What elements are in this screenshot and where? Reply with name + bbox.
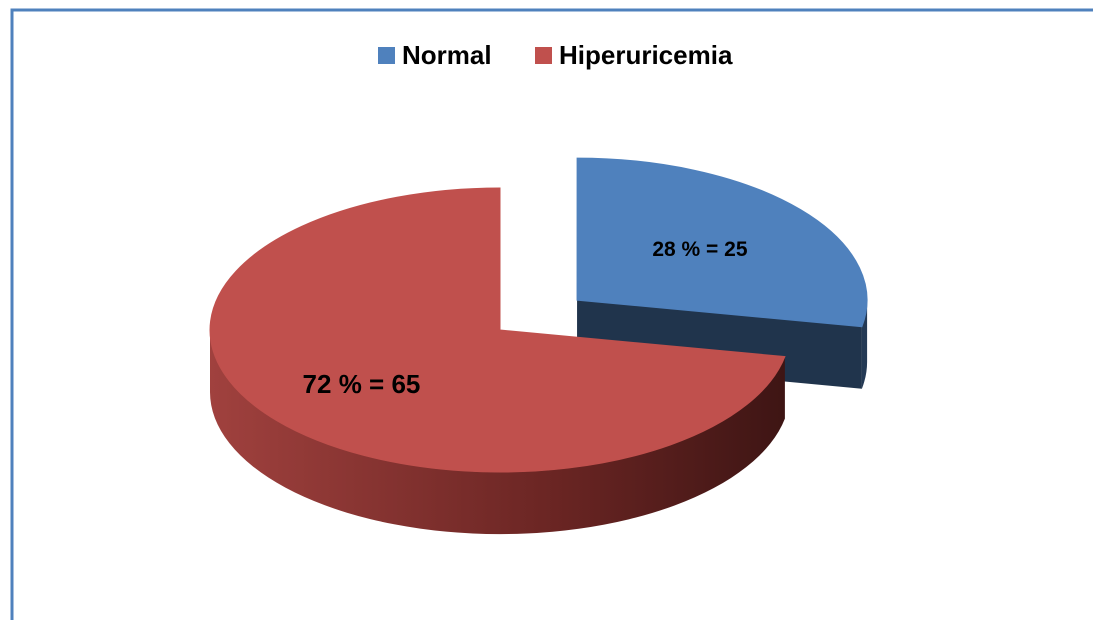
pie [209, 157, 868, 535]
legend-swatch [535, 47, 552, 64]
legend-swatch [378, 47, 395, 64]
data-label: 72 % = 65 [303, 369, 421, 399]
legend-label: Normal [402, 40, 492, 70]
slice [209, 187, 786, 473]
slice [576, 157, 868, 328]
slice-side [861, 300, 868, 389]
frame [10, 8, 1093, 620]
data-label: 28 % = 25 [652, 238, 747, 261]
legend-label: Hiperuricemia [559, 40, 733, 70]
slice-side [209, 330, 785, 535]
data-labels: 28 % = 25 72 % = 65 [303, 238, 748, 399]
legend: Normal Hiperuricemia [378, 40, 733, 70]
